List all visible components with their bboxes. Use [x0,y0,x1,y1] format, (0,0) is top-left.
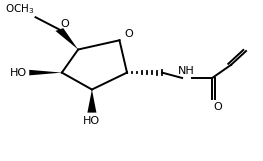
Polygon shape [87,90,97,113]
Text: O: O [214,102,222,112]
Text: O: O [60,19,69,29]
Polygon shape [55,28,78,50]
Text: HO: HO [10,68,27,78]
Text: HO: HO [83,116,100,126]
Text: OCH$_3$: OCH$_3$ [5,3,34,16]
Text: O: O [124,29,133,39]
Text: NH: NH [178,66,194,76]
Polygon shape [29,70,62,75]
